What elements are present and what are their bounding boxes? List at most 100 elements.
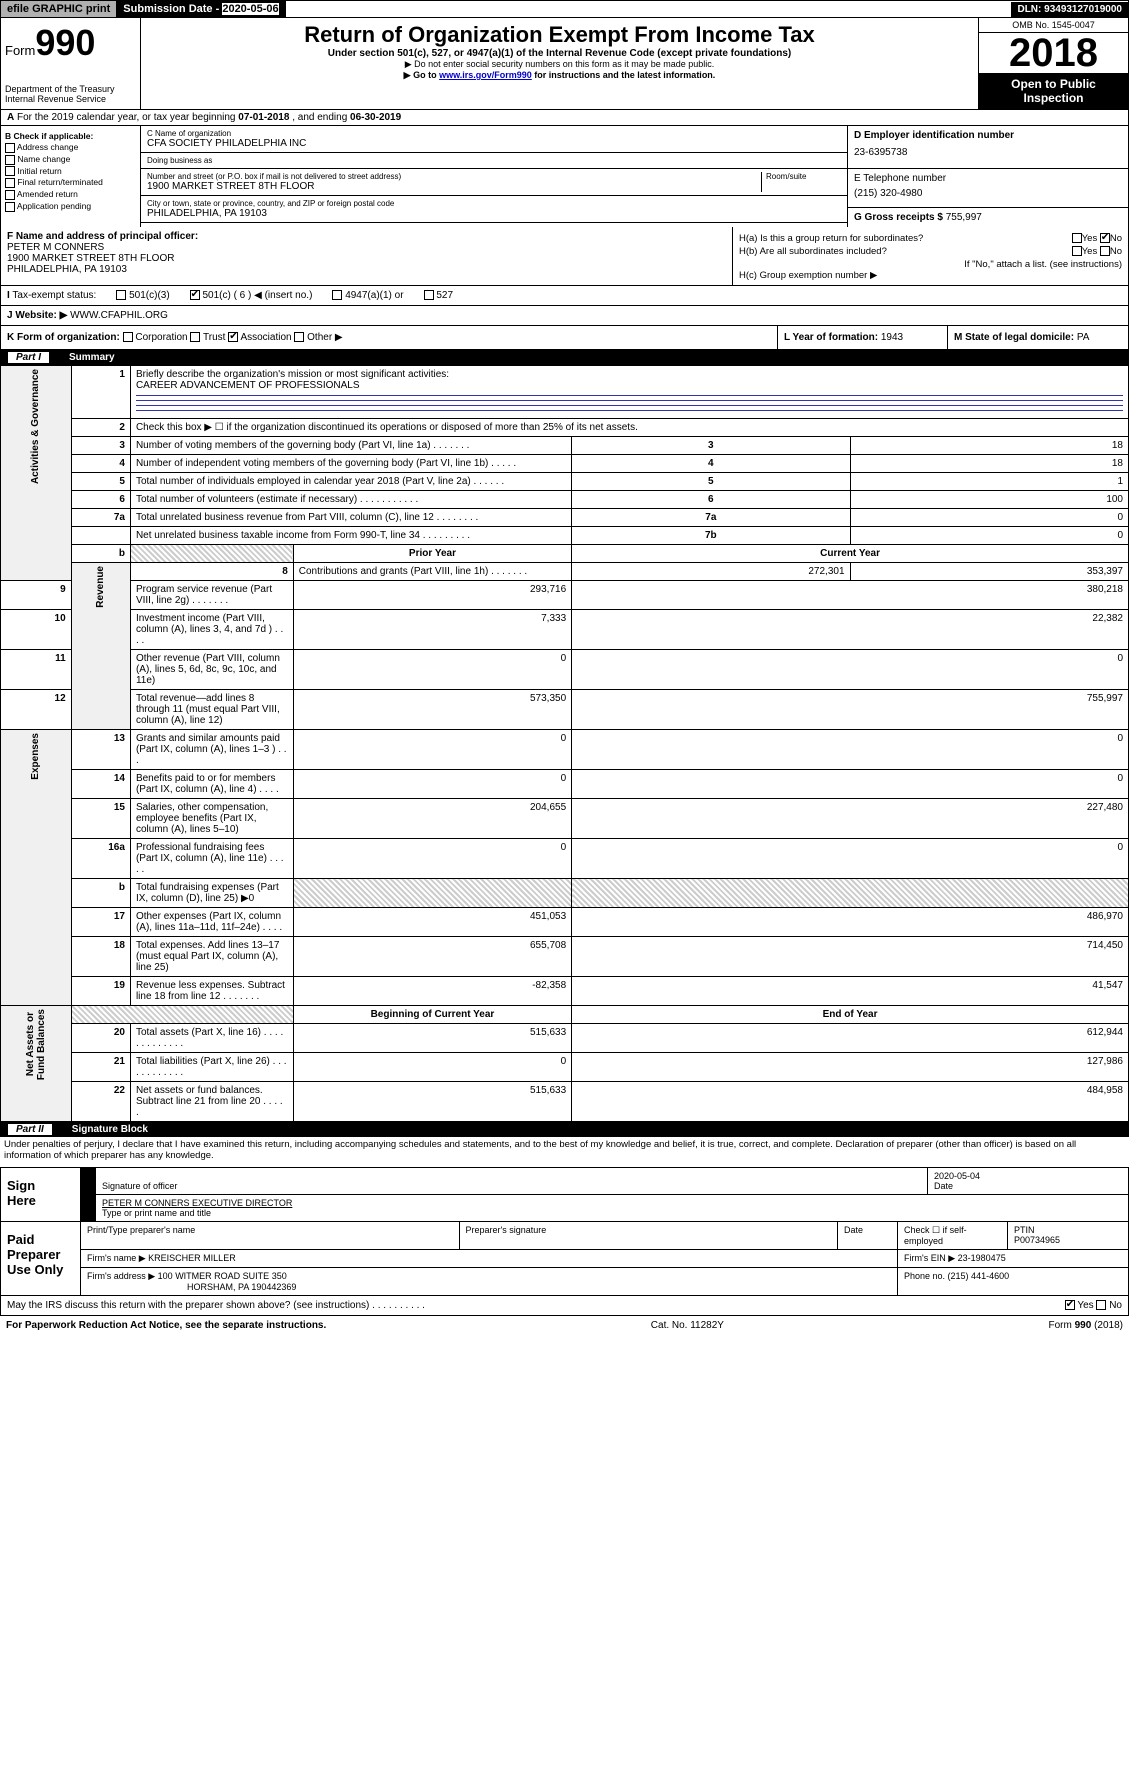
efile-print-button[interactable]: efile GRAPHIC print [1, 1, 117, 17]
side-governance: Activities & Governance [1, 366, 72, 581]
city-state-zip: PHILADELPHIA, PA 19103 [147, 208, 841, 219]
cb-other[interactable] [294, 332, 304, 342]
line-desc: Contributions and grants (Part VIII, lin… [293, 563, 571, 581]
cb-501c[interactable] [190, 290, 200, 300]
line-val: 18 [850, 437, 1128, 455]
firm-ein: 23-1980475 [958, 1253, 1006, 1263]
col-h: H(a) Is this a group return for subordin… [733, 227, 1128, 285]
footer-left: For Paperwork Reduction Act Notice, see … [6, 1320, 326, 1331]
opt-501c: 501(c) ( 6 ) ◀ (insert no.) [202, 290, 312, 301]
cb-amended-return[interactable]: Amended return [5, 189, 136, 200]
part-2-num: Part II [8, 1124, 52, 1135]
line-num: 9 [1, 581, 72, 610]
firm-name-label: Firm's name ▶ [87, 1253, 146, 1263]
form990-link[interactable]: www.irs.gov/Form990 [439, 70, 532, 80]
hb-yes-cb[interactable] [1072, 246, 1082, 256]
city-block: City or town, state or province, country… [141, 196, 847, 223]
self-employed-check[interactable]: Check ☐ if self-employed [898, 1222, 1008, 1249]
line-desc: Benefits paid to or for members (Part IX… [130, 770, 293, 799]
table-row: 7aTotal unrelated business revenue from … [1, 509, 1129, 527]
cb-application-pending[interactable]: Application pending [5, 201, 136, 212]
website-label: Website: ▶ [15, 310, 67, 321]
ha-no-cb[interactable] [1100, 233, 1110, 243]
line-desc: Professional fundraising fees (Part IX, … [130, 839, 293, 879]
cb-corp[interactable] [123, 332, 133, 342]
dln: DLN: 93493127019000 [1011, 2, 1128, 17]
cb-501c3[interactable] [116, 290, 126, 300]
no-label: No [1110, 233, 1122, 244]
line-val: 0 [850, 509, 1128, 527]
gross-value: 755,997 [946, 212, 982, 223]
cb-label: Final return/terminated [17, 177, 103, 187]
arrow-line-1: ▶ Do not enter social security numbers o… [145, 59, 974, 70]
yes-label: Yes [1082, 246, 1098, 257]
year-header-row: bPrior YearCurrent Year [1, 545, 1129, 563]
prior-val: 272,301 [572, 563, 850, 581]
discuss-yes-cb[interactable] [1065, 1300, 1075, 1310]
cb-4947[interactable] [332, 290, 342, 300]
table-row: 11Other revenue (Part VIII, column (A), … [1, 650, 1129, 690]
tax-year: 2018 [979, 33, 1128, 73]
line-num: 4 [71, 455, 130, 473]
prior-val: 0 [293, 730, 571, 770]
cb-assoc[interactable] [228, 332, 238, 342]
striped-cell [71, 1006, 293, 1024]
form-prefix: Form [5, 43, 35, 58]
sign-here-label: Sign Here [1, 1168, 81, 1221]
ha-yes-cb[interactable] [1072, 233, 1082, 243]
line-num: 1 [71, 366, 130, 419]
line-desc: Number of voting members of the governin… [130, 437, 571, 455]
city-label: City or town, state or province, country… [147, 199, 841, 208]
box-num: 4 [572, 455, 850, 473]
curr-val: 22,382 [572, 610, 1129, 650]
cb-527[interactable] [424, 290, 434, 300]
opt-trust: Trust [203, 332, 225, 343]
striped-cell [130, 545, 293, 563]
line-desc: Salaries, other compensation, employee b… [130, 799, 293, 839]
dba-block: Doing business as [141, 153, 847, 169]
curr-val: 353,397 [850, 563, 1128, 581]
line-desc: Program service revenue (Part VIII, line… [130, 581, 293, 610]
discuss-no-cb[interactable] [1096, 1300, 1106, 1310]
sig-row: Signature of officer 2020-05-04Date [81, 1168, 1128, 1195]
line-num [71, 527, 130, 545]
line-num: 5 [71, 473, 130, 491]
website-value: WWW.CFAPHIL.ORG [70, 310, 168, 321]
line-desc: Total fundraising expenses (Part IX, col… [130, 879, 293, 908]
line-desc: Total unrelated business revenue from Pa… [130, 509, 571, 527]
name-label: Type or print name and title [102, 1208, 211, 1218]
curr-val: 227,480 [572, 799, 1129, 839]
line-desc: Other expenses (Part IX, column (A), lin… [130, 908, 293, 937]
sub-date-value: 2020-05-06 [222, 3, 278, 15]
arrow-icon [81, 1168, 96, 1194]
paid-preparer-section: Paid Preparer Use Only Print/Type prepar… [0, 1222, 1129, 1296]
ein-value: 23-6395738 [854, 141, 1122, 164]
cb-label: Initial return [17, 166, 61, 176]
cb-final-return[interactable]: Final return/terminated [5, 177, 136, 188]
row-klm: K Form of organization: Corporation Trus… [0, 326, 1129, 350]
opt-501c3: 501(c)(3) [129, 290, 170, 301]
col-b-checkboxes: B Check if applicable: Address change Na… [1, 126, 141, 227]
row-a-tax-year: A For the 2019 calendar year, or tax yea… [0, 110, 1129, 126]
side-expenses: Expenses [1, 730, 72, 1006]
box-num: 5 [572, 473, 850, 491]
line-num: 11 [1, 650, 72, 690]
line-num: 20 [71, 1024, 130, 1053]
sig-date-cell: 2020-05-04Date [928, 1168, 1128, 1194]
yes-label: Yes [1082, 233, 1098, 244]
prior-val: 0 [293, 839, 571, 879]
line-val: 18 [850, 455, 1128, 473]
cb-address-change[interactable]: Address change [5, 142, 136, 153]
firm-ein-cell: Firm's EIN ▶ 23-1980475 [898, 1250, 1128, 1267]
officer-addr1: 1900 MARKET STREET 8TH FLOOR [7, 253, 726, 264]
hb-no-cb[interactable] [1100, 246, 1110, 256]
part-1-num: Part I [8, 352, 49, 363]
sig-row: Print/Type preparer's name Preparer's si… [81, 1222, 1128, 1250]
table-row: 12Total revenue—add lines 8 through 11 (… [1, 690, 1129, 730]
form-header: Form990 Department of the Treasury Inter… [0, 18, 1129, 110]
subtitle: Under section 501(c), 527, or 4947(a)(1)… [145, 48, 974, 59]
no-label: No [1109, 1300, 1122, 1311]
cb-name-change[interactable]: Name change [5, 154, 136, 165]
cb-initial-return[interactable]: Initial return [5, 166, 136, 177]
cb-trust[interactable] [190, 332, 200, 342]
